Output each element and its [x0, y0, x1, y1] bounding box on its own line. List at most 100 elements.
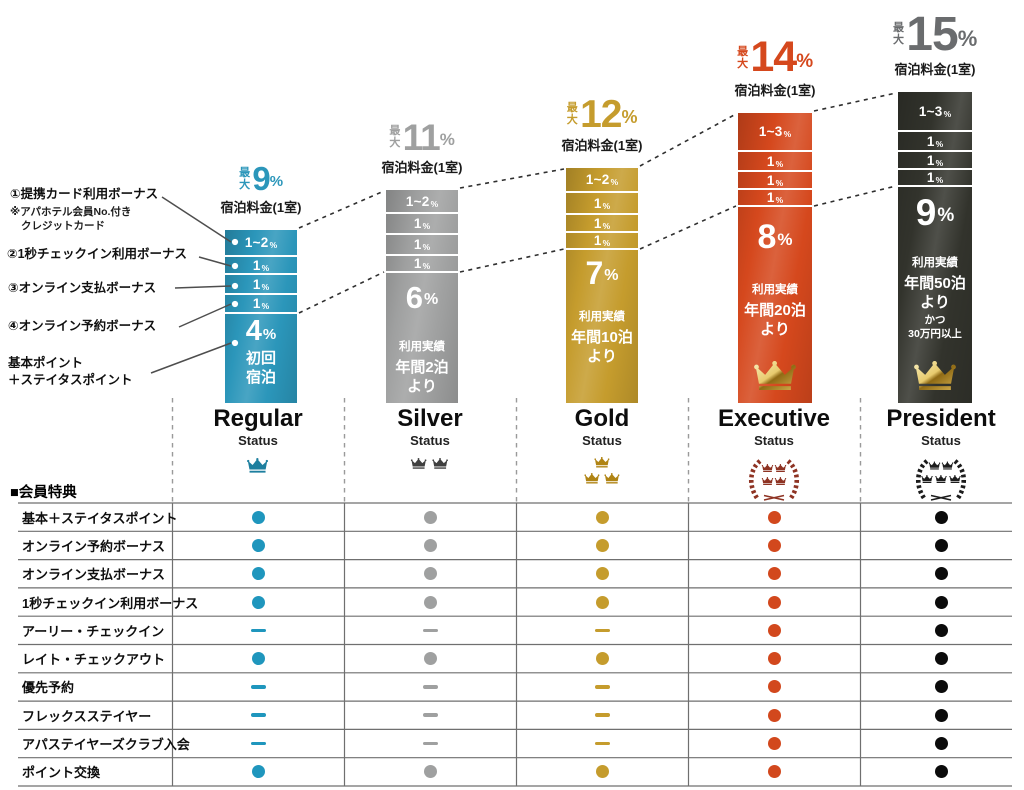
condition-line: 年間2泊 — [395, 358, 449, 376]
bonus-segment: 1% — [566, 215, 638, 233]
benefit-row: レイト・チェックアウト — [0, 645, 1024, 673]
tier-crown-emblem — [344, 457, 516, 475]
condition-line: かつ — [924, 313, 946, 326]
available-dot — [251, 538, 265, 552]
base-segment: 9% 利用実績 年間50泊 より かつ 30万円以上 — [898, 187, 972, 403]
condition-line: より — [587, 348, 617, 366]
benefit-label: オンライン予約ボーナス — [22, 538, 166, 554]
available-dot — [767, 652, 781, 666]
bonus-segment: 1% — [898, 152, 972, 170]
not-available-dash — [250, 741, 266, 746]
annotation-line: ＋ステイタスポイント — [8, 373, 133, 387]
bonus-segment: 1~2% — [386, 190, 458, 214]
segment-percent-sign: % — [935, 175, 944, 185]
bonus-annotation-1: ①提携カード利用ボーナス ※アパホテル会員No.付き クレジットカード — [10, 186, 158, 233]
benefit-cell — [761, 560, 787, 588]
benefit-cell — [417, 758, 443, 786]
segment-percent-sign: % — [261, 301, 270, 311]
bonus-segment: 1% — [738, 152, 812, 172]
status-word: Status — [238, 433, 278, 449]
tier-name: Regular — [213, 405, 303, 432]
condition-line: 30万円以上 — [908, 327, 962, 340]
benefit-cell — [761, 588, 787, 616]
crown-icon — [247, 458, 269, 474]
rate-basis-label: 宿泊料金(1室) — [894, 62, 976, 77]
status-word: Status — [410, 433, 450, 449]
condition-text: 利用実績 年間2泊 より — [395, 338, 448, 397]
segment-value: 1 — [413, 216, 422, 231]
benefit-cell — [245, 503, 271, 531]
available-dot — [767, 623, 781, 637]
available-dot — [934, 680, 948, 694]
status-word: Status — [582, 433, 622, 449]
rate-basis-label: 宿泊料金(1室) — [381, 160, 463, 175]
segment-value: 1 — [252, 276, 261, 292]
benefit-cell — [589, 701, 615, 729]
benefit-cell — [761, 729, 787, 757]
segment-value: 1 — [252, 296, 261, 311]
tier-max-headline: 最大 11% 宿泊料金(1室) — [332, 119, 512, 176]
benefit-cell — [761, 616, 787, 644]
benefit-row: オンライン予約ボーナス — [0, 531, 1024, 559]
segment-percent-sign: % — [422, 221, 431, 231]
max-rate-value: 最大 11% — [332, 119, 512, 156]
max-rate-value: 最大 12% — [512, 95, 692, 134]
max-percent-number: 14 — [750, 33, 797, 82]
bonus-annotation-4: ④オンライン予約ボーナス — [8, 318, 156, 335]
bonus-segment: 1~2% — [566, 168, 638, 193]
segment-percent-sign: % — [935, 138, 944, 149]
condition-line: 利用実績 — [912, 257, 958, 270]
condition-text: 利用実績 年間10泊 より — [571, 308, 633, 367]
condition-line: 年間20泊 — [744, 301, 806, 319]
available-dot — [595, 567, 609, 581]
segment-percent-sign: % — [430, 198, 439, 209]
bonus-segment: 1% — [386, 256, 458, 273]
bonus-annotation-5: 基本ポイント ＋ステイタスポイント — [8, 355, 133, 389]
benefit-label: ポイント交換 — [22, 765, 101, 781]
rate-basis-label: 宿泊料金(1室) — [220, 200, 302, 215]
available-dot — [934, 510, 948, 524]
bonus-segment: 1% — [386, 235, 458, 256]
triple-crown-icon — [584, 457, 620, 484]
base-segment: 4% 初回 宿泊 — [225, 314, 297, 403]
benefit-row: フレックスステイヤー — [0, 701, 1024, 729]
bonus-segment: 1% — [386, 214, 458, 235]
base-segment: 6% 利用実績 年間2泊 より — [386, 273, 458, 403]
segment-percent-sign: % — [422, 242, 431, 252]
benefit-cell — [245, 701, 271, 729]
benefit-cell — [245, 531, 271, 559]
segment-value: 1~2 — [405, 193, 430, 209]
base-percent-number: 4 — [245, 315, 262, 347]
max-rate-value: 最大 15% — [845, 10, 1024, 58]
segment-value: 1~2 — [585, 172, 610, 187]
percent-sign: % — [937, 205, 955, 227]
status-word: Status — [754, 433, 794, 449]
benefit-label: フレックスステイヤー — [22, 708, 152, 724]
available-dot — [767, 680, 781, 694]
segment-percent-sign: % — [943, 108, 952, 119]
status-word: Status — [921, 433, 961, 449]
available-dot — [251, 510, 265, 524]
available-dot — [934, 652, 948, 666]
tier-max-headline: 最大 15% 宿泊料金(1室) — [845, 10, 1024, 78]
benefit-cell — [417, 588, 443, 616]
available-dot — [423, 765, 437, 779]
tier-name: President — [886, 405, 996, 432]
segment-percent-sign: % — [935, 157, 944, 168]
benefit-row: 優先予約 — [0, 673, 1024, 701]
laurel-wreath-crowns-icon — [916, 459, 966, 502]
available-dot — [934, 595, 948, 609]
benefit-cell — [928, 645, 954, 673]
benefit-cell — [928, 588, 954, 616]
segment-value: 1 — [593, 195, 602, 211]
available-dot — [767, 595, 781, 609]
benefit-label: レイト・チェックアウト — [22, 652, 166, 668]
available-dot — [423, 510, 437, 524]
tier-max-headline: 最大 12% 宿泊料金(1室) — [512, 95, 692, 154]
percent-sign: % — [269, 173, 284, 190]
status-label-gold: Gold Status — [516, 405, 688, 491]
tier-crown-emblem — [688, 457, 860, 503]
available-dot — [251, 595, 265, 609]
bonus-segment: 1% — [566, 233, 638, 250]
